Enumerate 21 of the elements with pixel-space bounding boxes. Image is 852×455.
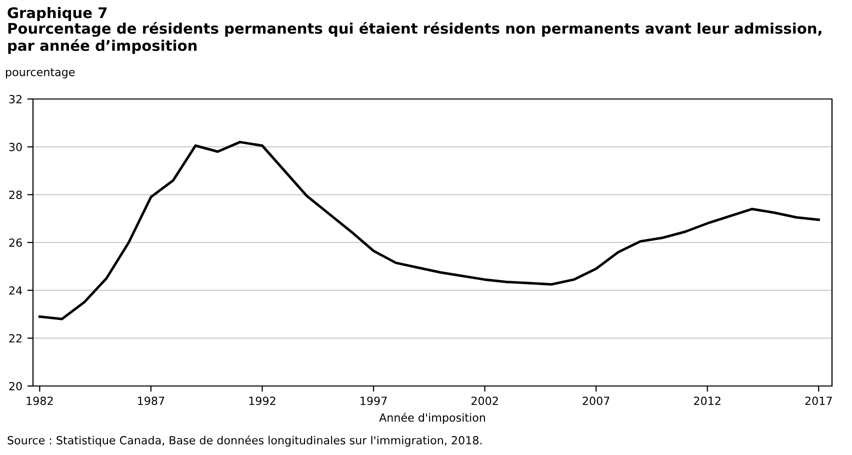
source-note: Source : Statistique Canada, Base de données longitudinales sur l'immigration, 2018.	[8, 435, 482, 447]
x-tick-label: 1987	[138, 396, 164, 406]
y-tick-label: 32	[9, 94, 22, 104]
y-axis-title: pourcentage	[6, 68, 75, 78]
x-axis-title: Année d'imposition	[379, 412, 486, 424]
x-tick-label: 2002	[471, 396, 498, 406]
chart-title: Graphique 7	[8, 6, 107, 22]
y-tick-label: 24	[9, 286, 22, 295]
y-tick-label: 26	[9, 238, 22, 247]
y-tick-label: 28	[9, 190, 22, 200]
y-tick-label: 20	[9, 382, 22, 390]
line-series	[38, 140, 820, 320]
y-tick-label: 22	[9, 334, 22, 342]
x-tick-label: 1997	[360, 396, 387, 406]
x-tick-label: 1992	[249, 396, 276, 406]
chart-subtitle: Pourcentage de résidents permanents qui étaient résidents non permanents avant leur admission, par année d’imposition	[8, 22, 822, 54]
x-tick-label: 1982	[26, 396, 53, 406]
x-tick-label: 2012	[694, 396, 720, 406]
x-tick-label: 2007	[582, 396, 610, 406]
y-tick-label: 30	[9, 142, 22, 152]
x-tick-label: 2017	[805, 396, 832, 406]
